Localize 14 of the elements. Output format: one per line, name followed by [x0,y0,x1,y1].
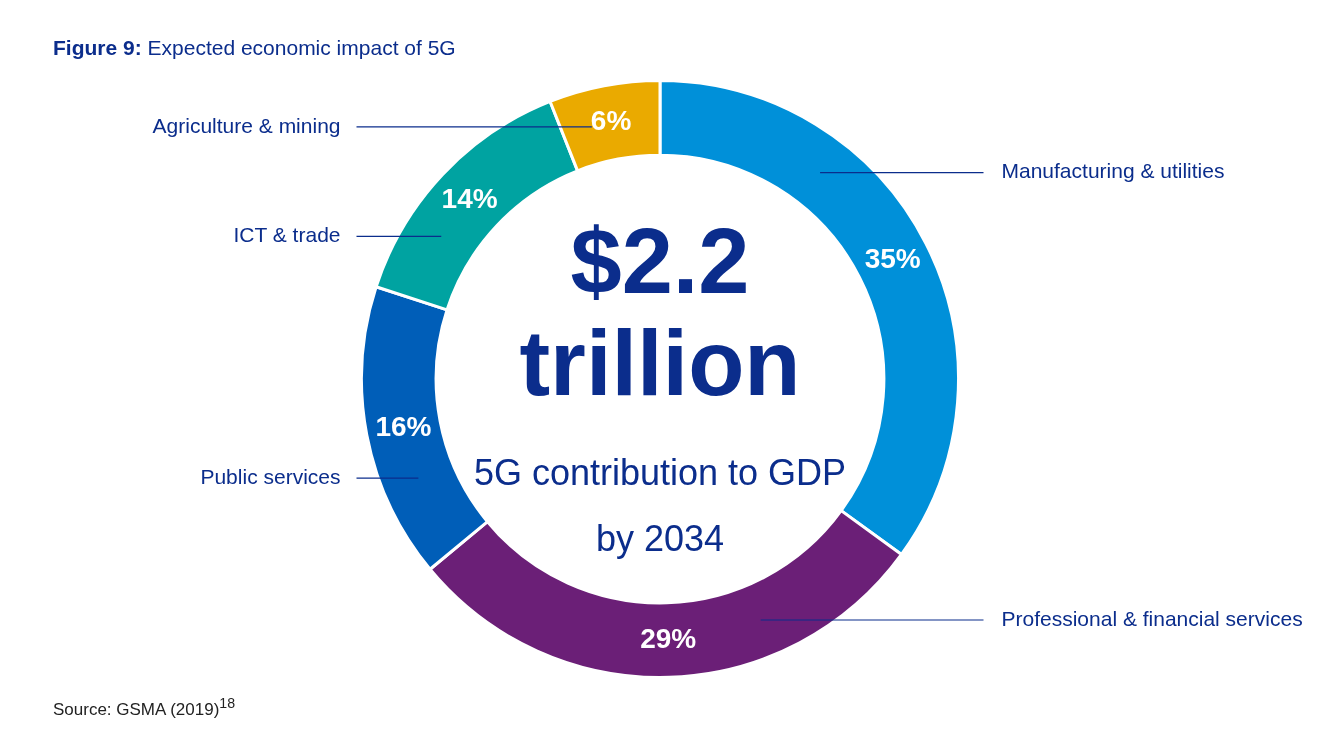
slice-label: ICT & trade [233,223,341,247]
text: 5G contribution to GDP by 2034 [472,451,848,561]
data-label: 6% [590,105,632,137]
data-label: 29% [640,622,697,654]
source-note: Source: GSMA (2019)$^{18}$ [53,695,236,720]
chart-title: Figure 9: Expected economic impact of 5G [53,36,456,60]
slice-label: Manufacturing & utilities [1001,159,1225,183]
data-label: 14% [441,182,498,214]
data-label: 35% [864,243,921,275]
data-label: 16% [375,410,432,442]
slice-label: Professional & financial services [1001,606,1303,630]
slice-label: Public services [200,464,341,488]
slice-label: Agriculture & mining [152,113,341,137]
text: $2.2 trillion [519,210,801,414]
